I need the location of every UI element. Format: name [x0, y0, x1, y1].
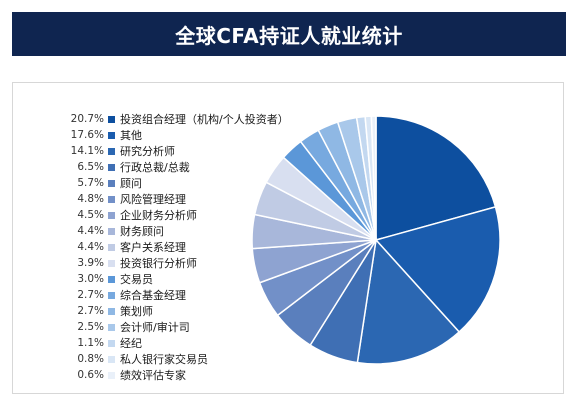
pie-slice — [370, 115, 377, 241]
legend-swatch — [108, 323, 115, 331]
legend-label: 风险管理经理 — [120, 193, 186, 206]
legend-swatch — [108, 147, 115, 155]
legend-label: 绩效评估专家 — [120, 369, 186, 382]
legend-item: 0.6% 绩效评估专家 — [66, 367, 316, 383]
legend-percent: 4.5% — [77, 209, 104, 221]
legend-percent: 3.9% — [77, 257, 104, 269]
legend-label: 综合基金经理 — [120, 289, 186, 302]
legend-percent: 2.7% — [77, 305, 104, 317]
legend-item: 5.7% 顾问 — [66, 175, 316, 191]
legend-percent: 14.1% — [70, 145, 104, 157]
legend-percent: 3.0% — [77, 273, 104, 285]
legend-item: 4.5% 企业财务分析师 — [66, 207, 316, 223]
legend-swatch — [108, 115, 115, 123]
legend-label: 研究分析师 — [120, 145, 175, 158]
legend-swatch — [108, 195, 115, 203]
legend-swatch — [108, 163, 115, 171]
legend-swatch — [108, 275, 115, 283]
legend-label: 交易员 — [120, 273, 153, 286]
legend-label: 私人银行家交易员 — [120, 353, 208, 366]
legend-percent: 0.6% — [77, 369, 104, 381]
legend-label: 客户关系经理 — [120, 241, 186, 254]
legend-label: 策划师 — [120, 305, 153, 318]
legend-percent: 6.5% — [77, 161, 104, 173]
legend-percent: 0.8% — [77, 353, 104, 365]
legend-item: 4.4% 财务顾问 — [66, 223, 316, 239]
legend-item: 1.1% 经纪 — [66, 335, 316, 351]
legend-swatch — [108, 243, 115, 251]
legend-percent: 4.8% — [77, 193, 104, 205]
legend-item: 4.4% 客户关系经理 — [66, 239, 316, 255]
legend-label: 会计师/审计司 — [120, 321, 190, 334]
legend-label: 经纪 — [120, 337, 142, 350]
legend-item: 17.6% 其他 — [66, 127, 316, 143]
legend-percent: 1.1% — [77, 337, 104, 349]
legend-percent: 20.7% — [70, 113, 104, 125]
legend-label: 企业财务分析师 — [120, 209, 197, 222]
legend-item: 20.7% 投资组合经理（机构/个人投资者） — [66, 111, 316, 127]
legend-item: 2.7% 策划师 — [66, 303, 316, 319]
chart-frame — [12, 82, 564, 394]
legend-item: 2.7% 综合基金经理 — [66, 287, 316, 303]
legend-swatch — [108, 291, 115, 299]
legend-swatch — [108, 131, 115, 139]
legend-swatch — [108, 227, 115, 235]
legend-label: 投资组合经理（机构/个人投资者） — [120, 113, 289, 126]
legend-item: 3.9% 投资银行分析师 — [66, 255, 316, 271]
legend-swatch — [108, 339, 115, 347]
legend-label: 顾问 — [120, 177, 142, 190]
legend-swatch — [108, 211, 115, 219]
legend-item: 2.5% 会计师/审计司 — [66, 319, 316, 335]
legend-percent: 2.5% — [77, 321, 104, 333]
chart-title: 全球CFA持证人就业统计 — [12, 12, 566, 56]
legend-swatch — [108, 259, 115, 267]
pie-slice — [356, 238, 461, 365]
legend-item: 14.1% 研究分析师 — [66, 143, 316, 159]
legend: 20.7% 投资组合经理（机构/个人投资者） 17.6% 其他 14.1% 研究分析师 6.… — [66, 111, 316, 383]
pie-slice — [375, 115, 497, 241]
legend-label: 其他 — [120, 129, 142, 142]
legend-swatch — [108, 355, 115, 363]
pie-chart — [251, 115, 501, 365]
legend-swatch — [108, 307, 115, 315]
legend-item: 4.8% 风险管理经理 — [66, 191, 316, 207]
legend-label: 投资银行分析师 — [120, 257, 197, 270]
legend-percent: 4.4% — [77, 241, 104, 253]
legend-percent: 17.6% — [70, 129, 104, 141]
legend-item: 6.5% 行政总裁/总裁 — [66, 159, 316, 175]
pie-slice — [374, 205, 501, 334]
legend-label: 行政总裁/总裁 — [120, 161, 190, 174]
legend-swatch — [108, 371, 115, 379]
legend-item: 3.0% 交易员 — [66, 271, 316, 287]
legend-item: 0.8% 私人银行家交易员 — [66, 351, 316, 367]
legend-percent: 2.7% — [77, 289, 104, 301]
legend-swatch — [108, 179, 115, 187]
legend-percent: 4.4% — [77, 225, 104, 237]
legend-percent: 5.7% — [77, 177, 104, 189]
legend-label: 财务顾问 — [120, 225, 164, 238]
